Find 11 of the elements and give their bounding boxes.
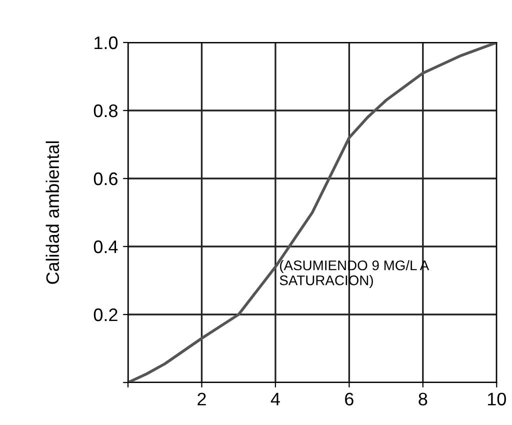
x-tick-label: 8 [418, 392, 428, 406]
x-tick-label: 4 [270, 392, 280, 406]
y-tick-label: 0.4 [94, 240, 118, 254]
y-tick-label: 0.2 [94, 308, 118, 322]
x-tick-label: 10 [488, 392, 506, 406]
y-tick-label: 1.0 [94, 36, 118, 50]
x-tick-label: 6 [345, 392, 354, 406]
y-tick-label: 0.6 [94, 172, 118, 186]
y-axis-title: Calidad ambiental [46, 141, 60, 284]
y-tick-label: 0.8 [94, 104, 118, 118]
x-tick-label: 2 [198, 392, 206, 406]
